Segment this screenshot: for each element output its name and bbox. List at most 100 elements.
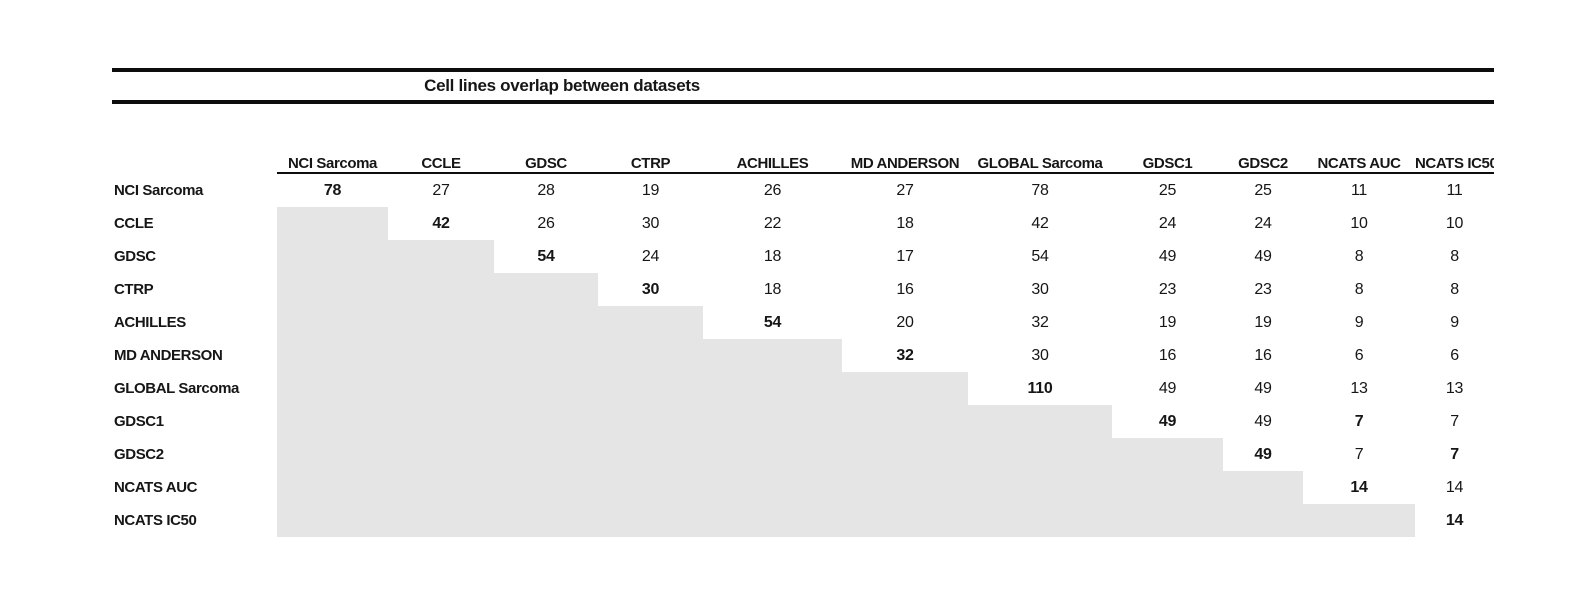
overlap-cell: 54 bbox=[763, 313, 782, 331]
overlap-cell: 78 bbox=[323, 181, 342, 199]
overlap-cell: 7 bbox=[1354, 445, 1364, 463]
overlap-cell: 7 bbox=[1354, 412, 1364, 430]
overlap-cell: 13 bbox=[1445, 379, 1464, 397]
overlap-cell: 27 bbox=[432, 181, 450, 199]
overlap-cell: 7 bbox=[1450, 445, 1459, 463]
column-header-gdsc2: GDSC2 bbox=[1223, 138, 1303, 174]
overlap-cell bbox=[388, 504, 494, 537]
overlap-cell: 42 bbox=[1031, 214, 1049, 232]
title-top-rule bbox=[112, 68, 1494, 72]
overlap-cell: 32 bbox=[896, 346, 914, 364]
matrix-row-ncats-ic50: NCATS IC50 14 bbox=[112, 504, 1494, 537]
overlap-cell: 49 bbox=[1158, 412, 1177, 430]
overlap-cell: 19 bbox=[1158, 313, 1177, 331]
overlap-cell: 42 bbox=[432, 214, 450, 232]
row-label: NCI Sarcoma bbox=[114, 181, 203, 199]
overlap-cell bbox=[277, 240, 388, 273]
matrix-row-ctrp: CTRP 30 18 16 30 23 23 8 8 bbox=[112, 273, 1494, 306]
overlap-cell: 9 bbox=[1354, 313, 1364, 331]
overlap-cell bbox=[494, 306, 598, 339]
overlap-cell: 8 bbox=[1450, 280, 1459, 298]
column-header-global-sarcoma: GLOBAL Sarcoma bbox=[968, 138, 1112, 174]
row-label: NCATS IC50 bbox=[114, 512, 197, 529]
overlap-cell bbox=[842, 504, 968, 537]
overlap-cell: 30 bbox=[641, 214, 660, 232]
overlap-cell bbox=[598, 471, 703, 504]
overlap-cell bbox=[598, 372, 703, 405]
column-header-ncats-ic50: NCATS IC50 bbox=[1415, 138, 1494, 174]
overlap-cell bbox=[388, 339, 494, 372]
overlap-cell: 6 bbox=[1354, 346, 1364, 364]
matrix-row-gdsc1: GDSC1 49 49 7 7 bbox=[112, 405, 1494, 438]
overlap-cell bbox=[494, 471, 598, 504]
overlap-cell: 11 bbox=[1350, 181, 1367, 199]
overlap-cell bbox=[388, 471, 494, 504]
matrix-row-global-sarcoma: GLOBAL Sarcoma 110 49 49 13 13 bbox=[112, 372, 1494, 405]
overlap-cell bbox=[277, 306, 388, 339]
overlap-cell: 16 bbox=[1254, 346, 1272, 364]
overlap-cell: 30 bbox=[641, 280, 660, 298]
overlap-cell: 23 bbox=[1158, 280, 1177, 298]
overlap-cell bbox=[494, 405, 598, 438]
overlap-cell: 49 bbox=[1254, 412, 1272, 430]
overlap-cell: 18 bbox=[763, 280, 782, 298]
overlap-cell: 8 bbox=[1354, 280, 1364, 298]
overlap-cell: 30 bbox=[1031, 280, 1049, 298]
overlap-cell: 54 bbox=[1031, 247, 1049, 265]
row-label: CCLE bbox=[114, 215, 154, 232]
overlap-cell bbox=[388, 438, 494, 471]
column-header-gdsc1: GDSC1 bbox=[1112, 138, 1223, 174]
overlap-cell: 13 bbox=[1350, 379, 1368, 397]
overlap-cell: 10 bbox=[1350, 214, 1368, 232]
corner-cell bbox=[112, 138, 277, 173]
row-label: CTRP bbox=[114, 281, 154, 298]
figure-title: Cell lines overlap between datasets bbox=[424, 76, 700, 95]
matrix-row-ccle: CCLE 42 26 30 22 18 42 24 24 10 10 bbox=[112, 207, 1494, 240]
column-header-ncats-auc: NCATS AUC bbox=[1303, 138, 1415, 174]
matrix-body: NCI Sarcoma 78 27 28 19 26 27 78 25 25 11 11 CCLE 42 2… bbox=[112, 173, 1494, 537]
overlap-cell: 19 bbox=[641, 181, 660, 199]
column-header-nci-sarcoma: NCI Sarcoma bbox=[277, 138, 388, 174]
column-header-gdsc: GDSC bbox=[494, 138, 598, 174]
overlap-cell bbox=[703, 405, 842, 438]
overlap-cell bbox=[703, 339, 842, 372]
overlap-cell: 10 bbox=[1445, 214, 1464, 232]
overlap-cell: 18 bbox=[896, 214, 914, 232]
matrix-row-md-anderson: MD ANDERSON 32 30 16 16 6 6 bbox=[112, 339, 1494, 372]
overlap-cell: 7 bbox=[1450, 412, 1459, 430]
column-header-ctrp: CTRP bbox=[598, 138, 703, 174]
overlap-cell: 24 bbox=[641, 247, 660, 265]
overlap-cell bbox=[598, 504, 703, 537]
overlap-cell: 17 bbox=[896, 247, 914, 265]
overlap-cell bbox=[703, 471, 842, 504]
overlap-cell: 49 bbox=[1254, 379, 1272, 397]
title-bottom-rule bbox=[112, 100, 1494, 104]
overlap-cell: 78 bbox=[1031, 181, 1049, 199]
overlap-cell bbox=[277, 504, 388, 537]
overlap-cell bbox=[968, 438, 1112, 471]
overlap-cell: 25 bbox=[1254, 181, 1272, 199]
overlap-cell: 20 bbox=[896, 313, 914, 331]
overlap-cell bbox=[598, 339, 703, 372]
overlap-cell bbox=[494, 372, 598, 405]
overlap-cell: 49 bbox=[1158, 247, 1177, 265]
overlap-cell: 8 bbox=[1354, 247, 1364, 265]
overlap-cell bbox=[842, 372, 968, 405]
overlap-cell bbox=[842, 438, 968, 471]
overlap-cell: 25 bbox=[1158, 181, 1177, 199]
overlap-cell bbox=[277, 273, 388, 306]
overlap-cell: 54 bbox=[537, 247, 555, 265]
matrix-row-nci-sarcoma: NCI Sarcoma 78 27 28 19 26 27 78 25 25 11 11 bbox=[112, 173, 1494, 207]
overlap-cell bbox=[1112, 504, 1223, 537]
overlap-cell: 24 bbox=[1254, 214, 1272, 232]
overlap-cell: 8 bbox=[1450, 247, 1459, 265]
overlap-cell bbox=[1112, 438, 1223, 471]
overlap-cell: 49 bbox=[1254, 445, 1272, 463]
overlap-cell: 27 bbox=[896, 181, 914, 199]
overlap-cell bbox=[968, 471, 1112, 504]
overlap-cell bbox=[277, 405, 388, 438]
overlap-cell bbox=[1303, 504, 1415, 537]
overlap-cell bbox=[494, 504, 598, 537]
overlap-cell bbox=[277, 438, 388, 471]
